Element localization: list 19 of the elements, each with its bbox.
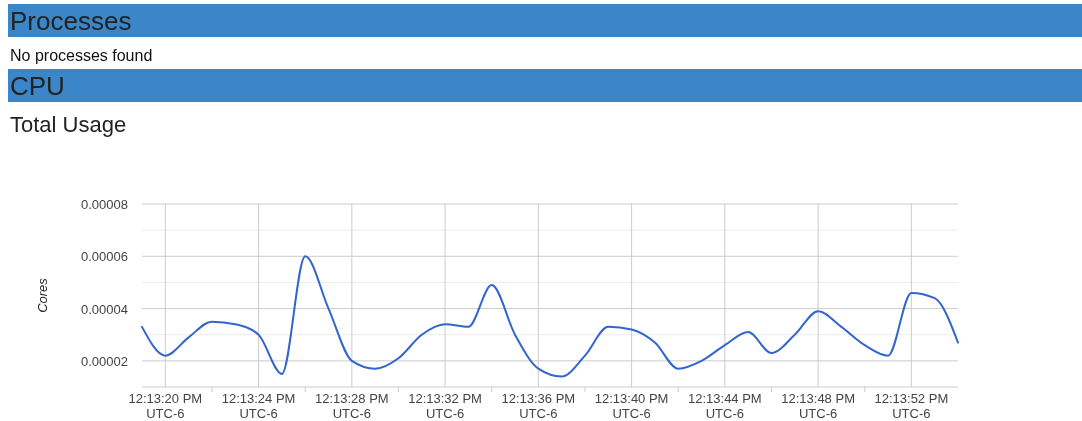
text: No processes found bbox=[10, 47, 153, 64]
y-tick-label: 0.00004 bbox=[81, 301, 128, 317]
x-tick-label: 12:13:24 PM UTC-6 bbox=[221, 391, 296, 421]
y-tick-label: 0.00008 bbox=[81, 197, 128, 212]
x-tick-label: 12:13:20 PM UTC-6 bbox=[128, 391, 203, 421]
x-tick-label: 12:13:48 PM UTC-6 bbox=[781, 391, 855, 421]
y-tick-label: 0.00002 bbox=[81, 353, 128, 369]
chart-title: Total Usage bbox=[10, 112, 127, 137]
text: CPU bbox=[10, 71, 65, 101]
x-tick-label: 12:13:32 PM UTC-6 bbox=[408, 391, 482, 421]
x-tick-label: 12:13:52 PM UTC-6 bbox=[874, 391, 949, 421]
x-tick-label: 12:13:40 PM UTC-6 bbox=[594, 391, 669, 421]
x-tick-label: 12:13:36 PM UTC-6 bbox=[501, 391, 576, 421]
text: Processes bbox=[10, 6, 132, 36]
y-tick-label: 0.00006 bbox=[81, 249, 128, 265]
line-series bbox=[141, 255, 959, 378]
x-tick-label: 12:13:44 PM UTC-6 bbox=[688, 391, 762, 421]
y-axis-title: Cores bbox=[35, 277, 50, 313]
x-tick-label: 12:13:28 PM UTC-6 bbox=[314, 391, 389, 421]
